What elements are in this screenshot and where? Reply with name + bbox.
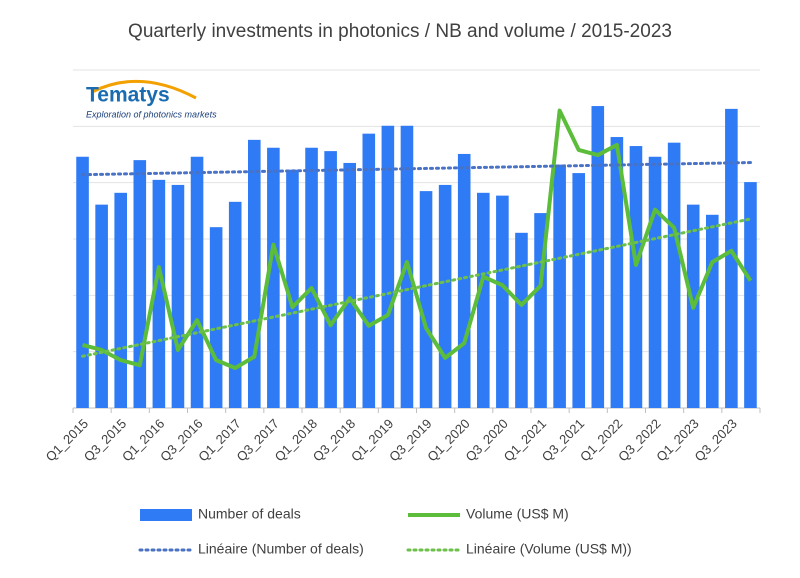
bar	[114, 192, 128, 408]
bar	[381, 125, 395, 409]
bar	[362, 133, 376, 408]
legend-label: Number of deals	[198, 506, 301, 522]
bar	[438, 184, 452, 408]
bar	[457, 153, 471, 408]
logo-swoosh	[91, 79, 197, 100]
bar	[419, 191, 433, 408]
logo-name: Tematys	[86, 84, 170, 107]
bar	[324, 151, 337, 408]
bar	[343, 162, 357, 408]
bar	[553, 164, 566, 408]
bar	[228, 201, 242, 408]
legend-swatch	[140, 509, 192, 521]
line-series	[82, 108, 753, 371]
trendline	[81, 161, 752, 177]
bar	[209, 227, 223, 408]
trendline	[81, 217, 752, 358]
bar	[133, 160, 147, 408]
bar	[152, 179, 166, 408]
bar	[305, 147, 318, 409]
logo: Tematys Exploration of photonics markets	[86, 79, 217, 119]
logo-tagline: Exploration of photonics markets	[86, 109, 217, 119]
bar	[705, 214, 719, 408]
bar	[591, 106, 605, 408]
legend-label: Linéaire (Volume (US$ M))	[466, 541, 632, 557]
legend-label: Linéaire (Number of deals)	[198, 541, 364, 557]
x-tick-label: Q3_2023	[691, 416, 739, 464]
bar	[190, 156, 204, 408]
bar	[667, 142, 681, 409]
bar	[648, 156, 662, 408]
bar	[247, 139, 261, 408]
chart-title: Quarterly investments in photonics / NB …	[128, 21, 672, 42]
bar	[572, 173, 586, 408]
bar	[267, 147, 280, 409]
bar	[629, 146, 643, 409]
bar	[744, 182, 757, 408]
bar	[95, 204, 108, 408]
bar	[476, 192, 490, 408]
bar	[76, 156, 89, 408]
bar	[610, 137, 624, 408]
bar	[496, 195, 509, 408]
bar	[286, 169, 299, 408]
legend-label: Volume (US$ M)	[466, 506, 569, 522]
bar	[171, 184, 185, 408]
bar	[725, 108, 738, 409]
bar	[515, 232, 528, 408]
